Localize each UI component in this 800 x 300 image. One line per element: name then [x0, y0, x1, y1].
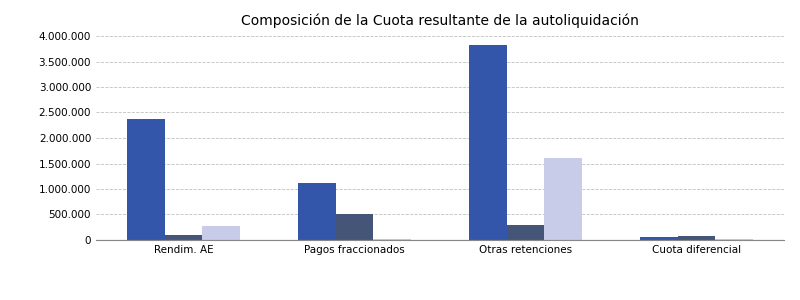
Bar — [336, 214, 374, 240]
Bar — [506, 225, 544, 240]
Bar — [640, 237, 678, 240]
Bar — [374, 239, 411, 240]
Bar — [678, 236, 715, 240]
Bar — [469, 45, 506, 240]
Bar — [127, 118, 165, 240]
Bar — [165, 235, 202, 240]
Bar — [202, 226, 240, 240]
Title: Composición de la Cuota resultante de la autoliquidación: Composición de la Cuota resultante de la… — [241, 14, 639, 28]
Bar — [298, 183, 336, 240]
Bar — [715, 239, 753, 240]
Bar — [544, 158, 582, 240]
